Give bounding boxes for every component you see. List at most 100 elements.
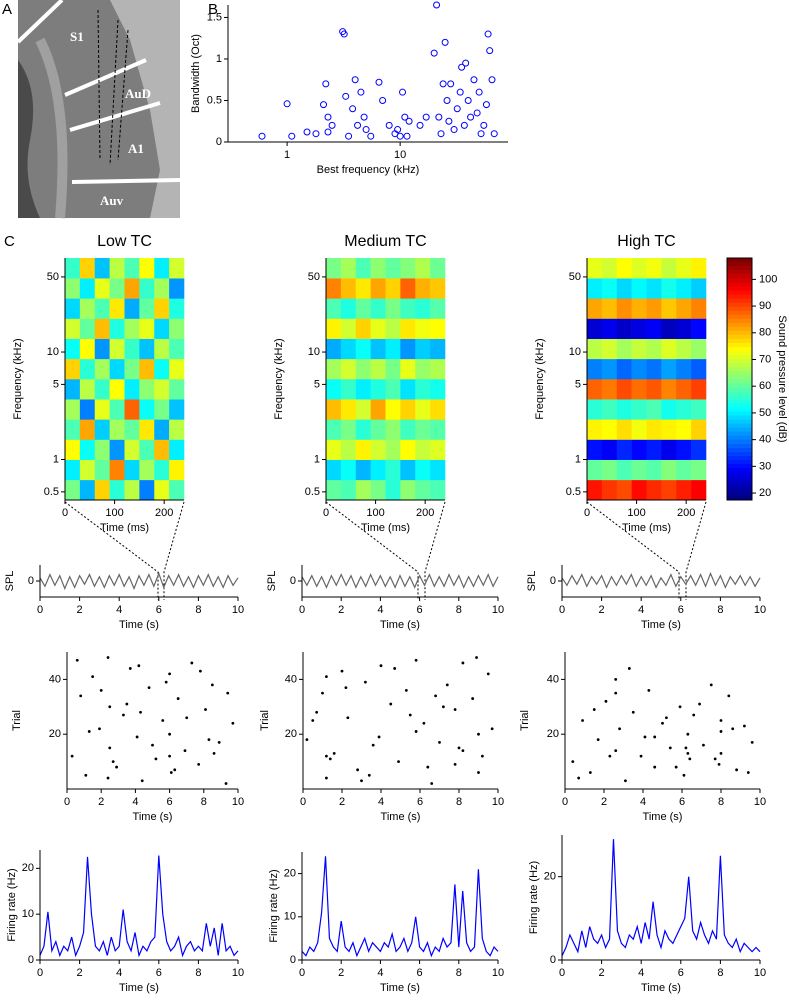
data-point bbox=[475, 88, 483, 96]
data-point bbox=[356, 768, 359, 772]
heatmap-cell bbox=[79, 399, 96, 420]
data-point bbox=[614, 678, 618, 681]
data-point bbox=[678, 705, 682, 709]
colorbar-step bbox=[727, 407, 752, 412]
data-point bbox=[367, 773, 371, 777]
data-point bbox=[719, 719, 723, 722]
heatmap-cell bbox=[124, 358, 140, 380]
data-point bbox=[577, 776, 581, 780]
data-line bbox=[561, 839, 761, 957]
histology-image: S1 AuD A1 Auv bbox=[16, 0, 181, 219]
electrode-track bbox=[97, 9, 101, 161]
x-tick-label: 6 bbox=[417, 604, 423, 616]
heatmap-cell bbox=[79, 318, 96, 339]
data-point bbox=[204, 708, 207, 711]
heatmap-cell bbox=[676, 258, 692, 279]
x-tick-label: 0 bbox=[37, 967, 43, 979]
colorbar-step bbox=[727, 471, 752, 477]
heatmap-cell bbox=[646, 278, 662, 299]
data-point bbox=[140, 779, 144, 783]
data-point bbox=[351, 76, 359, 84]
heatmap-cell bbox=[415, 318, 431, 339]
heatmap-cell bbox=[124, 278, 140, 299]
heatmap-cell bbox=[139, 298, 155, 319]
y-tick-label: 10 bbox=[284, 911, 296, 923]
y-axis-label: Trial bbox=[519, 710, 531, 731]
data-point bbox=[482, 101, 490, 109]
data-point bbox=[709, 683, 713, 687]
colorbar-step bbox=[727, 278, 752, 283]
data-point bbox=[453, 105, 461, 113]
heatmap-cell bbox=[370, 338, 386, 360]
heatmap-cell bbox=[661, 258, 677, 279]
zoom-guide bbox=[64, 501, 185, 600]
y-tick-label: 20 bbox=[544, 871, 556, 883]
y-tick-label: 40 bbox=[547, 673, 559, 685]
y-tick-label: 20 bbox=[49, 728, 61, 740]
colorbar-tick-label: 50 bbox=[759, 407, 771, 419]
heatmap-cell bbox=[430, 399, 446, 420]
data-point bbox=[403, 132, 411, 140]
heatmap-cell bbox=[340, 338, 357, 360]
heatmap-cell bbox=[661, 379, 677, 400]
colorbar-step bbox=[727, 306, 752, 311]
data-point bbox=[312, 130, 320, 138]
y-axis-label: Frequency (kHz) bbox=[12, 338, 24, 419]
y-tick-label: 1.5 bbox=[207, 11, 222, 23]
heatmap-cell bbox=[154, 379, 170, 400]
fiber-tract bbox=[35, 37, 68, 219]
data-point bbox=[397, 760, 400, 763]
heatmap-cell bbox=[587, 459, 603, 481]
data-point bbox=[321, 691, 324, 695]
heatmap-cell bbox=[430, 258, 446, 279]
y-tick-label: 1 bbox=[314, 453, 320, 465]
colorbar-step bbox=[727, 399, 752, 404]
data-point bbox=[480, 121, 488, 129]
heatmap-cell bbox=[94, 399, 110, 420]
zoom-guide bbox=[586, 501, 707, 600]
data-point bbox=[360, 779, 363, 783]
data-point bbox=[84, 773, 88, 777]
data-point bbox=[340, 669, 344, 673]
data-point bbox=[190, 661, 194, 665]
heatmap-cell bbox=[94, 379, 110, 400]
heatmap-cell bbox=[94, 419, 110, 440]
heatmap-cell bbox=[370, 479, 386, 501]
x-tick-label: 4 bbox=[638, 604, 644, 616]
heatmap-cell bbox=[601, 399, 618, 420]
data-point bbox=[668, 746, 672, 750]
colorbar-step bbox=[727, 383, 752, 388]
x-tick-label: 2 bbox=[77, 967, 83, 979]
heatmap-cell bbox=[139, 318, 155, 339]
heatmap-cell bbox=[370, 419, 386, 440]
heatmap-cell bbox=[415, 278, 431, 299]
data-point bbox=[325, 754, 328, 758]
heatmap-cell bbox=[355, 479, 371, 501]
heatmap-cell bbox=[154, 459, 170, 481]
colorbar-step bbox=[727, 366, 752, 372]
data-point bbox=[399, 88, 407, 96]
heatmap-cell bbox=[124, 479, 140, 501]
heatmap-cell bbox=[94, 338, 110, 360]
heatmap-cell bbox=[124, 379, 140, 400]
data-point bbox=[169, 771, 173, 774]
heatmap-cell bbox=[646, 258, 662, 279]
data-point bbox=[437, 130, 445, 138]
heatmap-cell bbox=[400, 439, 416, 460]
heatmap-cell bbox=[370, 298, 386, 319]
x-tick-label: 8 bbox=[201, 796, 207, 808]
heatmap-cell bbox=[676, 338, 692, 360]
x-tick-label: 0 bbox=[323, 507, 329, 519]
data-point bbox=[604, 699, 608, 703]
heatmap-cell bbox=[340, 459, 357, 481]
heatmap-cell bbox=[94, 278, 110, 299]
heatmap-cell bbox=[139, 379, 155, 400]
data-point bbox=[226, 691, 230, 695]
data-point bbox=[128, 667, 132, 670]
data-point bbox=[447, 80, 455, 88]
heatmap-cell bbox=[415, 439, 431, 460]
heatmap-cell bbox=[661, 338, 677, 360]
heatmap-cell bbox=[400, 358, 416, 380]
heatmap-cell bbox=[154, 439, 170, 460]
heatmap-cell bbox=[355, 399, 371, 420]
